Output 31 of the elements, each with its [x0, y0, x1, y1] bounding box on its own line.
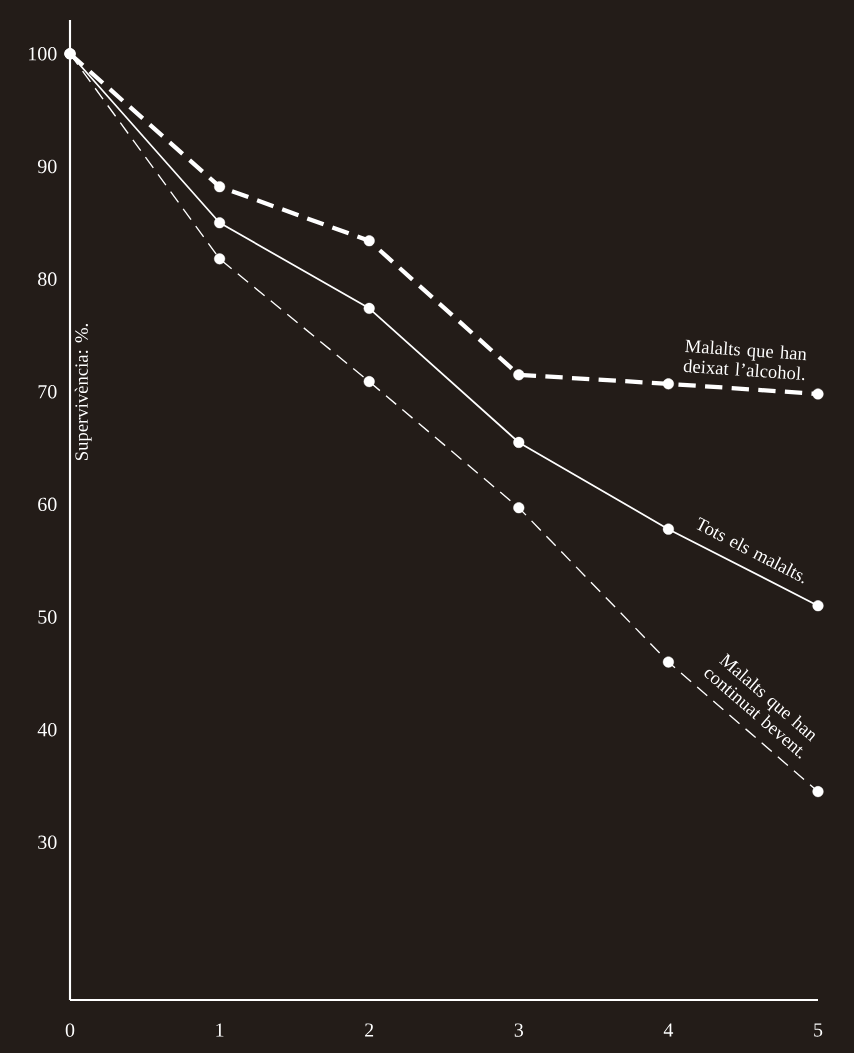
- point: [812, 786, 824, 798]
- y-axis-title: Supervivència: %.: [74, 324, 92, 460]
- y-tick-label: 100: [29, 47, 57, 61]
- point: [363, 302, 375, 314]
- point: [662, 656, 674, 668]
- y-tick-label: 60: [38, 497, 57, 512]
- y-tick-label: 40: [37, 722, 57, 737]
- point: [662, 378, 674, 390]
- point: [513, 502, 525, 514]
- point: [812, 388, 824, 400]
- point: [812, 600, 824, 612]
- x-tick-label: 1: [216, 1023, 224, 1037]
- series-label: Malalts que han deixat l’alcohol.: [683, 339, 807, 381]
- y-tick-label: 90: [37, 159, 57, 174]
- x-tick-label: 0: [65, 1023, 75, 1037]
- point: [513, 436, 525, 448]
- point: [214, 181, 226, 193]
- y-tick-label: 50: [38, 610, 57, 624]
- y-tick-label: 70: [38, 384, 57, 399]
- point: [214, 217, 226, 229]
- x-tick-label: 4: [663, 1023, 674, 1037]
- point: [363, 235, 375, 247]
- point: [662, 523, 674, 535]
- point: [513, 369, 525, 381]
- x-tick-label: 2: [365, 1023, 374, 1037]
- point: [363, 376, 375, 388]
- y-tick-label: 30: [38, 835, 57, 850]
- y-tick-label: 80: [37, 272, 57, 286]
- point: [214, 253, 226, 265]
- x-tick-label: 5: [814, 1023, 823, 1037]
- x-tick-label: 3: [514, 1023, 523, 1037]
